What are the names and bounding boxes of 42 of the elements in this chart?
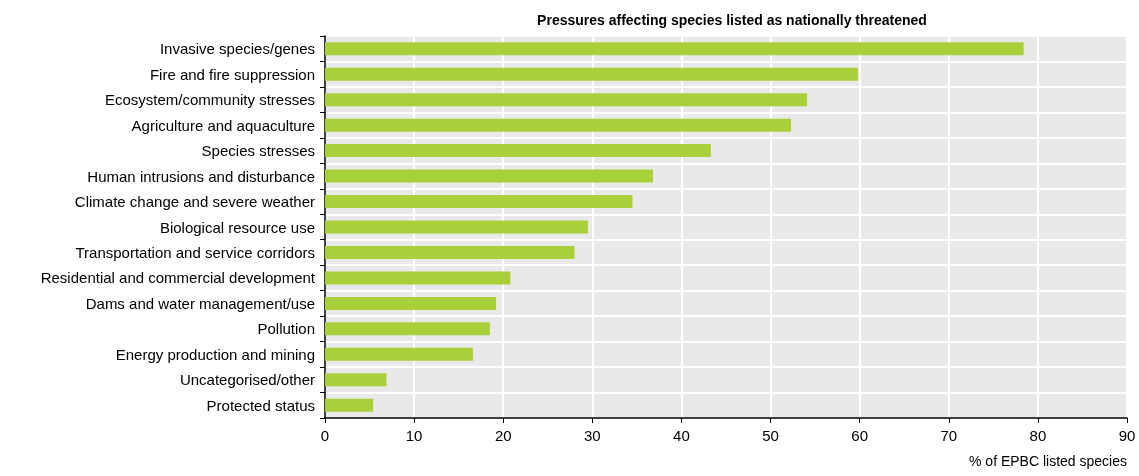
bar <box>325 42 1024 56</box>
y-tick-label: Fire and fire suppression <box>149 65 315 83</box>
x-tick-label: 20 <box>494 427 512 444</box>
y-tick-label: Transportation and service corridors <box>75 243 315 261</box>
x-tick-label: 90 <box>1118 427 1136 444</box>
bar <box>325 322 490 336</box>
x-axis-title: % of EPBC listed species <box>969 453 1127 469</box>
y-tick-label: Climate change and severe weather <box>74 193 315 211</box>
bar <box>325 169 653 183</box>
x-tick-label: 10 <box>405 427 423 444</box>
x-tick-label: 50 <box>762 427 779 444</box>
bar <box>325 271 511 285</box>
y-tick-label: Invasive species/genes <box>159 40 315 58</box>
bar <box>325 93 808 107</box>
bar <box>325 67 858 81</box>
y-tick-label: Human intrusions and disturbance <box>87 167 315 185</box>
y-tick-label: Uncategorised/other <box>179 371 315 389</box>
bar <box>325 220 588 234</box>
x-tick-label: 40 <box>673 427 690 444</box>
y-tick-label: Species stresses <box>201 142 315 160</box>
y-tick-label: Agriculture and aquaculture <box>131 116 315 134</box>
y-tick-label: Residential and commercial development <box>40 269 316 287</box>
x-tick-label: 70 <box>940 427 958 444</box>
chart-title: Pressures affecting species listed as nationally threatened <box>537 12 927 28</box>
y-tick-label: Ecosystem/community stresses <box>104 91 315 109</box>
y-tick-label: Dams and water management/use <box>85 294 315 312</box>
bar <box>325 195 633 209</box>
bar <box>325 398 374 412</box>
x-tick-label: 60 <box>851 427 869 444</box>
y-tick-label: Energy production and mining <box>115 345 315 363</box>
bar <box>325 347 473 361</box>
x-tick-label: 30 <box>583 427 601 444</box>
y-tick-label: Biological resource use <box>159 218 315 236</box>
y-tick-label: Protected status <box>206 396 315 414</box>
bar <box>325 245 575 259</box>
bar <box>325 118 792 132</box>
x-tick-label: 80 <box>1029 427 1047 444</box>
x-tick-label: 0 <box>320 427 330 444</box>
bar <box>325 296 497 310</box>
bar <box>325 373 387 387</box>
y-tick-label: Pollution <box>257 320 315 338</box>
bar <box>325 144 711 158</box>
